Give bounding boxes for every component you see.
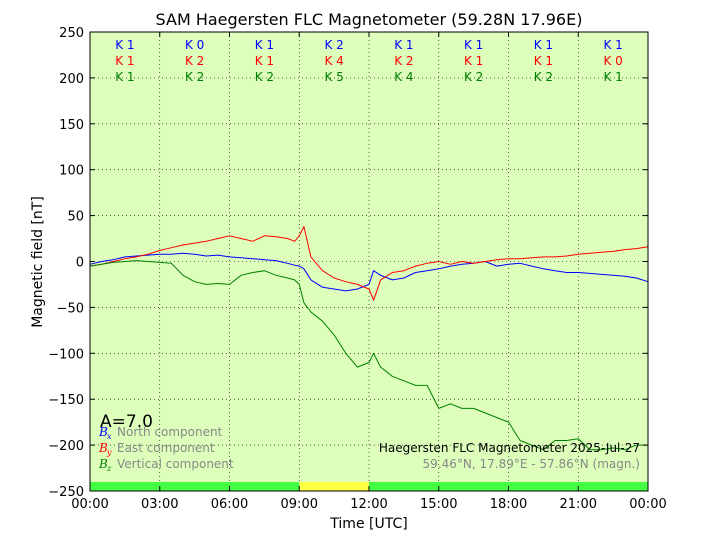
k-index-label: K 2	[324, 38, 343, 52]
k-index-label: K 1	[394, 38, 413, 52]
info-line: 59.46°N, 17.89°E - 57.86°N (magn.)	[423, 457, 640, 471]
k-index-label: K 1	[115, 70, 134, 84]
series-line	[89, 260, 648, 451]
legend-subscript: y	[106, 448, 112, 457]
x-axis-label: Time [UTC]	[329, 516, 407, 532]
y-tick-label: 150	[59, 118, 84, 133]
k-index-label: K 1	[255, 38, 274, 52]
legend-label: North component	[117, 425, 223, 439]
x-tick-label: 03:00	[141, 497, 178, 512]
x-tick-label: 18:00	[490, 497, 527, 512]
legend-subscript: x	[107, 432, 112, 441]
k-index-label: K 4	[324, 54, 343, 68]
legend-label: Vertical component	[117, 457, 234, 471]
k-index-label: K 1	[603, 70, 622, 84]
y-tick-label: 50	[67, 210, 84, 225]
y-tick-label: 200	[59, 72, 84, 87]
k-index-label: K 1	[115, 54, 134, 68]
x-tick-label: 06:00	[211, 497, 248, 512]
series-line	[89, 226, 649, 301]
y-tick-label: −150	[48, 393, 84, 408]
legend-subscript: z	[106, 464, 112, 473]
k-index-label: K 4	[394, 70, 413, 84]
k-index-label: K 2	[255, 70, 274, 84]
x-tick-label: 21:00	[560, 497, 597, 512]
k-index-label: K 1	[115, 38, 134, 52]
y-tick-label: 100	[59, 164, 84, 179]
k-index-label: K 1	[464, 38, 483, 52]
x-tick-label: 00:00	[629, 497, 666, 512]
k-index-label: K 2	[394, 54, 413, 68]
k-index-labels: K 1 K 0 K 1 K 2 K 1 K 1 K 1 K 1 K 1 K 2 K 1 K 4 K 2 K…	[115, 38, 623, 84]
y-tick-label: −100	[48, 347, 84, 362]
series-lines	[89, 226, 649, 451]
x-tick-label: 15:00	[420, 497, 457, 512]
legend-symbol: B	[98, 457, 108, 471]
grid-lines	[90, 32, 648, 491]
k-index-label: K 2	[185, 54, 204, 68]
k-index-label: K 1	[603, 38, 622, 52]
k-index-label: K 1	[534, 54, 553, 68]
a-index: A=7.0	[100, 412, 153, 432]
k-index-label: K 1	[464, 54, 483, 68]
legend-symbol: B	[98, 425, 108, 439]
k-index-label: K 0	[185, 38, 204, 52]
k-index-label: K 5	[324, 70, 343, 84]
x-tick-label: 00:00	[71, 497, 108, 512]
k-index-label: K 2	[534, 70, 553, 84]
k-index-label: K 0	[603, 54, 622, 68]
station-info: Haegersten FLC Magnetometer 2025-Jul-27 5…	[379, 441, 640, 471]
y-tick-label: −200	[48, 439, 84, 454]
activity-segment	[90, 482, 300, 491]
y-tick-label: 0	[76, 256, 84, 271]
k-index-label: K 1	[255, 54, 274, 68]
x-tick-label: 09:00	[281, 497, 318, 512]
y-tick-label: −50	[57, 301, 84, 316]
k-index-label: K 2	[185, 70, 204, 84]
activity-segment	[299, 482, 369, 491]
info-line: Haegersten FLC Magnetometer 2025-Jul-27	[379, 441, 640, 455]
legend-symbol: B	[98, 441, 108, 455]
y-tick-label: −250	[48, 485, 84, 500]
y-tick-label: 250	[59, 26, 84, 41]
k-index-label: K 1	[534, 38, 553, 52]
legend-label: East component	[117, 441, 215, 455]
chart-title: SAM Haegersten FLC Magnetometer (59.28N …	[156, 10, 583, 29]
k-index-label: K 2	[464, 70, 483, 84]
y-axis-label: Magnetic field [nT]	[30, 196, 46, 328]
axis-ticks: 00:00 03:00 06:00 09:00 12:00 15:00 18:00 21:00…	[48, 26, 666, 512]
x-tick-label: 12:00	[350, 497, 387, 512]
